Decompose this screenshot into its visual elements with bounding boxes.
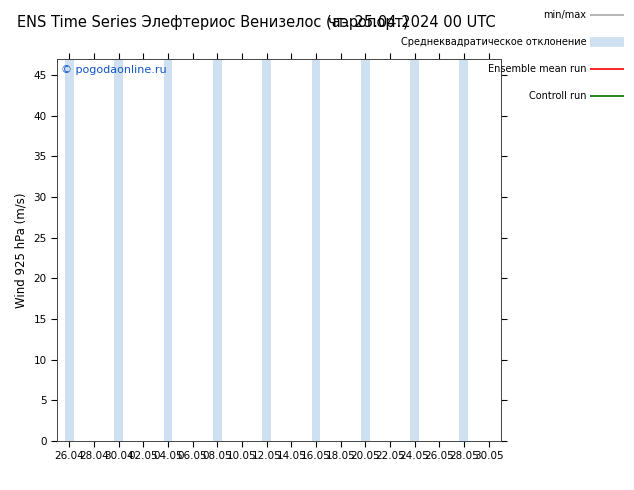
Bar (114, 59, 123, 441)
Text: ENS Time Series Элефтериос Венизелос (аэропорт): ENS Time Series Элефтериос Венизелос (аэ… (16, 15, 408, 30)
Text: Среднеквадратическое отклонение: Среднеквадратическое отклонение (401, 37, 586, 47)
Bar (213, 59, 222, 441)
Bar (311, 59, 320, 441)
Bar (65, 59, 74, 441)
Bar (460, 59, 469, 441)
Text: чт. 25.04.2024 00 UTC: чт. 25.04.2024 00 UTC (328, 15, 496, 30)
Bar (361, 59, 370, 441)
Text: Controll run: Controll run (529, 91, 586, 100)
Bar (164, 59, 172, 441)
Bar (262, 59, 271, 441)
Bar (410, 59, 419, 441)
Text: © pogodaonline.ru: © pogodaonline.ru (61, 65, 167, 74)
Text: Ensemble mean run: Ensemble mean run (488, 64, 586, 74)
Text: min/max: min/max (543, 10, 586, 20)
Y-axis label: Wind 925 hPa (m/s): Wind 925 hPa (m/s) (15, 192, 28, 308)
